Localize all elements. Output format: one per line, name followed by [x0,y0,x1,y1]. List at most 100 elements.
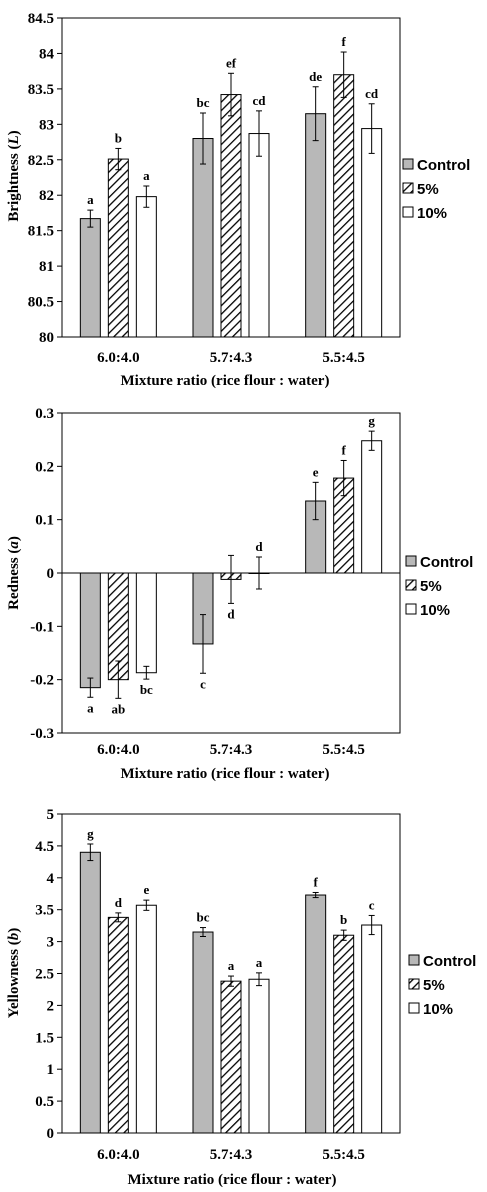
significance-label: f [341,442,346,457]
legend-label: Control [417,157,470,174]
y-tick-label: 84 [39,46,55,62]
legend-label: 10% [420,602,450,619]
legend-swatch-control [402,158,414,170]
legend-label: 10% [423,1001,453,1018]
bar-10pct [248,978,270,1134]
legend-label: 10% [417,205,447,222]
x-tick-label: 6.0:4.0 [97,742,140,758]
redness-chart: Mixture ratio (rice flour : water) Redne… [6,406,473,782]
significance-label: d [255,539,263,554]
brightness-chart: Mixture ratio (rice flour : water) Brigh… [6,11,470,389]
bar-control [79,218,101,338]
y-tick-label: 82.5 [28,153,54,169]
bar-5pct [333,74,355,338]
y-tick-label: 4.5 [35,839,54,855]
legend-swatch-control [405,555,417,567]
y-axis-label: Brightness (L) [6,130,22,221]
significance-label: de [309,69,322,84]
significance-label: b [340,912,347,927]
significance-label: cd [253,93,267,108]
x-tick-label: 5.5:4.5 [322,350,365,366]
bar-10pct [135,196,157,338]
y-tick-label: 3.5 [35,903,54,919]
bar-10pct [361,924,383,1134]
x-tick-label: 5.7:4.3 [210,742,253,758]
significance-label: a [256,955,263,970]
y-tick-label: 80 [39,330,54,346]
y-tick-label: 82 [39,188,54,204]
y-axis-label: Yellowness (b) [6,928,22,1018]
yellowness-chart: Mixture ratio (rice flour : water) Yello… [6,807,476,1188]
significance-label: g [87,826,94,841]
x-axis-label: Mixture ratio (rice flour : water) [121,373,330,389]
significance-label: ab [111,701,125,716]
legend-label: 5% [417,181,439,198]
x-tick-label: 6.0:4.0 [97,350,140,366]
legend-swatch-5pct [402,182,414,194]
x-axis-label: Mixture ratio (rice flour : water) [128,1172,337,1188]
bar-10pct [361,440,383,574]
bar-control [192,931,214,1134]
significance-label: d [227,606,235,621]
significance-label: f [313,874,318,889]
bar-control [305,113,327,338]
bar-10pct [135,572,157,674]
bar-10pct [361,128,383,338]
significance-label: b [115,130,122,145]
bar-5pct [220,980,242,1134]
significance-label: a [228,958,235,973]
x-tick-label: 5.7:4.3 [210,1147,253,1163]
y-tick-label: 0.3 [35,406,54,422]
significance-label: bc [140,682,153,697]
y-tick-label: 81.5 [28,224,54,240]
legend-label: 5% [420,578,442,595]
significance-label: a [87,700,94,715]
x-tick-label: 6.0:4.0 [97,1147,140,1163]
legend-swatch-10pct [402,206,414,218]
bar-10pct [135,904,157,1134]
y-tick-label: 0.5 [35,1094,54,1110]
y-tick-label: 1 [47,1062,55,1078]
significance-label: d [115,895,123,910]
y-tick-label: 80.5 [28,295,54,311]
y-tick-label: 4 [47,871,55,887]
y-tick-label: 0 [47,1126,55,1142]
legend-swatch-5pct [405,579,417,591]
significance-label: f [341,34,346,49]
bar-control [79,572,101,689]
y-tick-label: 0 [47,566,55,582]
significance-label: bc [197,910,210,925]
bar-5pct [107,916,129,1134]
legend-swatch-5pct [408,978,420,990]
legend-swatch-10pct [405,603,417,615]
legend-label: Control [423,953,476,970]
significance-label: a [87,192,94,207]
y-tick-label: 2.5 [35,967,54,983]
y-tick-label: 0.2 [35,459,54,475]
y-tick-label: 84.5 [28,11,54,27]
y-tick-label: 3 [47,935,55,951]
bar-control [192,138,214,338]
significance-label: c [200,676,206,691]
bar-5pct [107,158,129,338]
y-tick-label: 0.1 [35,513,54,529]
x-tick-label: 5.7:4.3 [210,350,253,366]
x-tick-label: 5.5:4.5 [322,742,365,758]
bar-5pct [333,934,355,1134]
significance-label: g [368,413,375,428]
bar-5pct [220,94,242,338]
significance-label: ef [226,55,237,70]
x-axis-label: Mixture ratio (rice flour : water) [121,766,330,782]
significance-label: c [369,897,375,912]
y-tick-label: 1.5 [35,1030,54,1046]
y-tick-label: 5 [47,807,55,823]
y-tick-label: 83 [39,117,54,133]
y-tick-label: -0.2 [30,673,54,689]
legend-label: Control [420,554,473,571]
significance-label: cd [365,86,379,101]
x-tick-label: 5.5:4.5 [322,1147,365,1163]
significance-label: e [313,464,319,479]
y-tick-label: 2 [47,998,55,1014]
bar-control [79,851,101,1134]
